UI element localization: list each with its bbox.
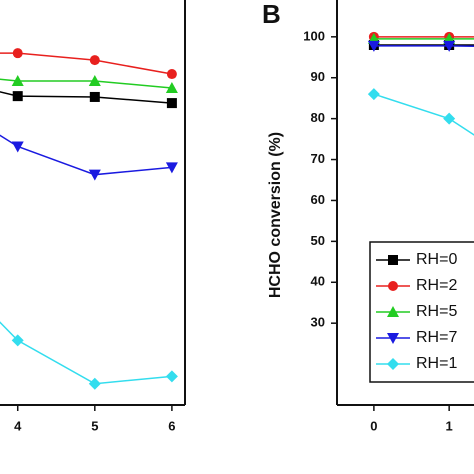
marker: [165, 81, 178, 93]
panel-label: B: [262, 0, 281, 29]
series-line: [0, 52, 173, 75]
y-tick-label: 30: [311, 315, 325, 330]
y-tick-label: 80: [311, 110, 325, 125]
series-line: [0, 78, 172, 89]
y-tick-label: 70: [311, 151, 325, 166]
marker: [443, 40, 456, 52]
marker: [88, 169, 101, 181]
legend-marker: [388, 255, 398, 265]
y-axis-label: HCHO conversion (%): [267, 132, 284, 298]
y-tick-label: 100: [303, 28, 325, 43]
x-tick-label: 5: [91, 418, 98, 433]
y-tick-label: 40: [311, 274, 325, 289]
marker: [11, 75, 24, 86]
series-line: [0, 134, 172, 176]
y-tick-label: 50: [311, 233, 325, 248]
legend-label: RH=1: [416, 355, 457, 372]
plot-area: [367, 31, 474, 136]
marker: [443, 112, 456, 125]
y-tick-label: 90: [311, 69, 325, 84]
marker: [166, 69, 177, 80]
marker: [89, 55, 100, 66]
legend-label: RH=5: [416, 303, 457, 320]
legend-marker: [388, 281, 398, 291]
legend-marker: [387, 333, 399, 344]
marker: [89, 91, 100, 102]
x-tick-label: 6: [168, 418, 175, 433]
legend-label: RH=0: [416, 251, 457, 268]
x-tick-label: 1: [446, 418, 453, 433]
y-tick-label: 60: [311, 192, 325, 207]
series-line: [0, 91, 172, 104]
legend-marker: [387, 306, 399, 317]
marker: [11, 141, 24, 153]
x-tick-label: 4: [14, 418, 22, 433]
legend-label: RH=2: [416, 277, 457, 294]
marker: [367, 40, 380, 52]
marker: [166, 98, 177, 109]
plot-area: [0, 48, 178, 390]
marker: [88, 377, 101, 390]
marker: [12, 48, 23, 59]
marker: [367, 88, 380, 101]
legend-label: RH=7: [416, 329, 457, 346]
marker: [88, 75, 101, 86]
x-tick-label: 0: [370, 418, 377, 433]
marker: [165, 162, 178, 174]
marker: [165, 370, 178, 383]
marker: [11, 334, 24, 347]
series-line: [0, 321, 172, 385]
legend-marker: [387, 358, 399, 370]
marker: [12, 91, 23, 102]
